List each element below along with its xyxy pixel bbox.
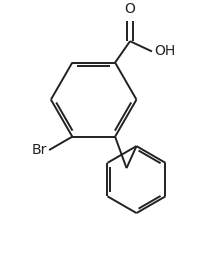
Text: Br: Br: [32, 143, 47, 157]
Text: O: O: [125, 2, 136, 16]
Text: OH: OH: [154, 44, 176, 58]
